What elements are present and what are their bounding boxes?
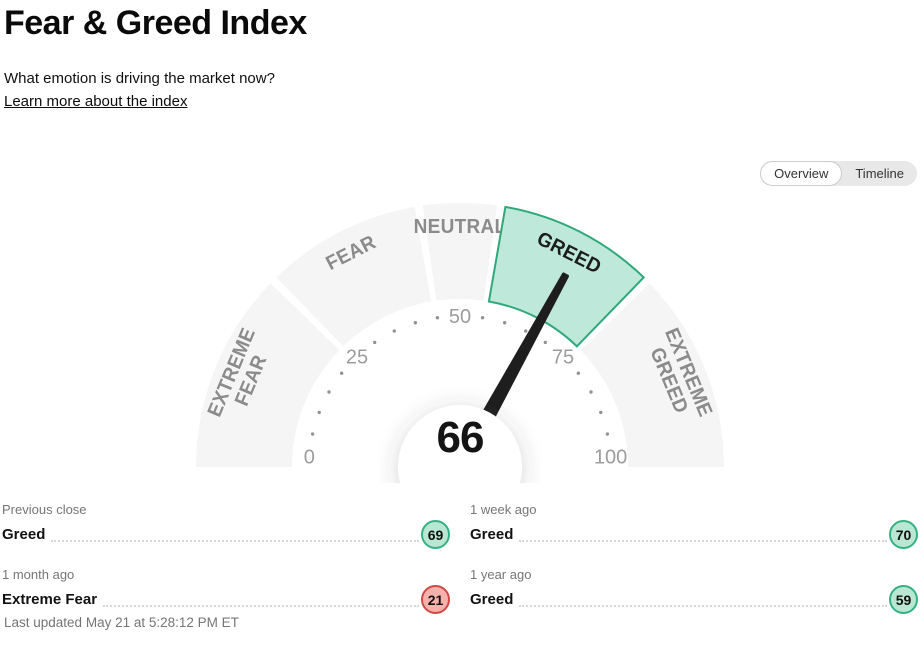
history-sentiment-label: Greed <box>470 526 514 543</box>
gauge-tick-dot <box>524 329 528 333</box>
history-sentiment-label: Greed <box>470 591 514 608</box>
history-value-badge: 59 <box>889 585 918 614</box>
gauge-segment-extreme-greed <box>580 283 724 467</box>
history-sentiment-label: Greed <box>2 526 46 543</box>
dotted-leader <box>103 593 419 607</box>
gauge-segment-neutral <box>422 203 498 301</box>
gauge-tick-dot <box>327 390 331 394</box>
gauge-tick-dot <box>576 371 581 375</box>
dotted-leader <box>51 528 419 542</box>
gauge-tick-dot <box>310 432 315 436</box>
gauge-tick-dot <box>589 390 593 394</box>
history-sentiment-label: Extreme Fear <box>2 591 98 608</box>
history-value-badge: 21 <box>421 585 450 614</box>
gauge-value: 66 <box>437 413 484 462</box>
history-section: Previous close Greed 69 1 week ago Greed… <box>2 502 918 614</box>
gauge-segment-fear <box>276 206 432 347</box>
dotted-leader <box>519 528 887 542</box>
history-item: Previous close Greed 69 <box>2 502 450 549</box>
page-title: Fear & Greed Index <box>4 4 307 42</box>
history-value-badge: 69 <box>421 520 450 549</box>
gauge-tick-label: 25 <box>346 347 368 369</box>
history-item: 1 week ago Greed 70 <box>470 502 918 549</box>
view-toggle: Overview Timeline <box>760 161 917 186</box>
gauge-tick-dot <box>543 340 548 345</box>
toggle-overview-button[interactable]: Overview <box>760 161 843 186</box>
gauge-tick-dot <box>480 315 485 320</box>
gauge-tick-dot <box>413 321 418 325</box>
gauge-tick-label: 0 <box>304 446 315 468</box>
gauge-tick-label: 50 <box>449 306 471 328</box>
gauge-tick-dot <box>317 410 321 415</box>
toggle-timeline-button[interactable]: Timeline <box>855 166 904 181</box>
gauge-segment-extreme-fear <box>196 283 340 467</box>
gauge-tick-dot <box>605 432 610 436</box>
gauge-hub <box>398 405 522 483</box>
history-period-label: Previous close <box>2 502 87 517</box>
gauge-tick-label: 100 <box>594 446 627 468</box>
history-value-badge: 70 <box>889 520 918 549</box>
history-period-label: 1 year ago <box>470 567 532 582</box>
history-item: 1 month ago Extreme Fear 21 <box>2 567 450 614</box>
gauge-tick-dot <box>339 371 344 375</box>
gauge-tick-dot <box>372 340 377 345</box>
history-period-label: 1 month ago <box>2 567 75 582</box>
gauge-tick-dot <box>435 315 440 320</box>
gauge-tick-dot <box>599 410 603 415</box>
fear-greed-gauge: EXTREMEFEARFEARNEUTRALGREEDEXTREMEGREED0… <box>196 203 724 483</box>
gauge-tick-dot <box>502 321 507 325</box>
gauge-segment-label: NEUTRAL <box>414 216 507 239</box>
learn-more-link[interactable]: Learn more about the index <box>4 93 188 110</box>
last-updated-text: Last updated May 21 at 5:28:12 PM ET <box>4 615 239 630</box>
gauge-tick-label: 75 <box>552 347 574 369</box>
page-subtitle: What emotion is driving the market now? <box>4 70 275 87</box>
history-item: 1 year ago Greed 59 <box>470 567 918 614</box>
dotted-leader <box>519 593 887 607</box>
history-period-label: 1 week ago <box>470 502 537 517</box>
gauge-tick-dot <box>392 329 396 333</box>
